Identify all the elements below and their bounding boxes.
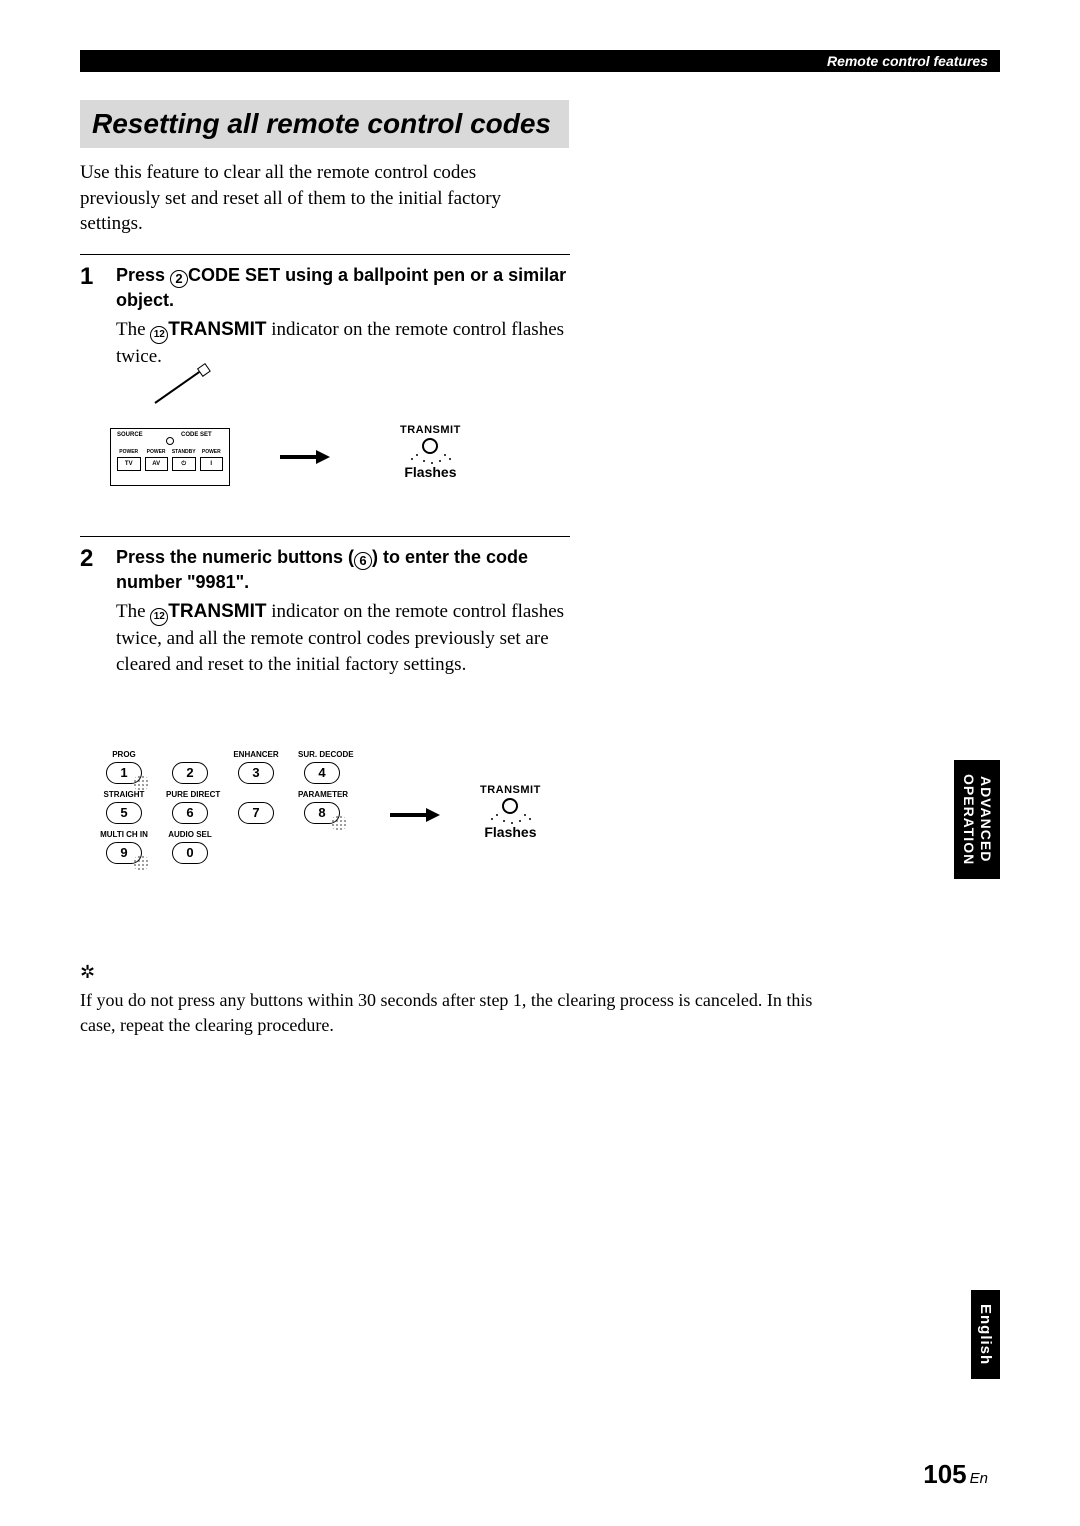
- step-desc: The 12TRANSMIT indicator on the remote c…: [116, 317, 570, 370]
- keypad-row-1: PROG1 2 ENHANCER3 SUR. DECODE4: [100, 750, 360, 784]
- step-2: 2 Press the numeric buttons (6) to enter…: [80, 536, 570, 678]
- ref-circle-6: 6: [354, 552, 372, 570]
- key-3: 3: [238, 762, 274, 784]
- codeset-label: CODE SET: [181, 432, 212, 438]
- page-num-value: 105: [923, 1459, 966, 1489]
- step-head-pre: Press the numeric buttons (: [116, 547, 354, 567]
- btn-power-icon: I: [200, 457, 224, 471]
- key-9: 9: [106, 842, 142, 864]
- side-tab-line1: ADVANCED: [978, 776, 994, 862]
- figure-1: SOURCE CODE SET POWER POWER STANDBY POWE…: [110, 408, 490, 498]
- key-2: 2: [172, 762, 208, 784]
- transmit-label: TRANSMIT: [168, 319, 266, 340]
- pen-icon: [154, 368, 204, 404]
- figure-2: PROG1 2 ENHANCER3 SUR. DECODE4 STRAIGHT5…: [100, 750, 590, 910]
- page-num-suffix: En: [970, 1470, 988, 1487]
- step-number: 2: [80, 545, 116, 678]
- transmit-indicator: TRANSMIT Flashes: [480, 784, 541, 840]
- numeric-keypad: PROG1 2 ENHANCER3 SUR. DECODE4 STRAIGHT5…: [100, 750, 360, 870]
- section-title: Resetting all remote control codes: [80, 100, 569, 148]
- intro-paragraph: Use this feature to clear all the remote…: [80, 160, 560, 237]
- page-number: 105En: [923, 1459, 988, 1490]
- key-0: 0: [172, 842, 208, 864]
- arrow-icon: [280, 450, 330, 464]
- remote-btn-row: TV AV ⏻ I: [117, 457, 223, 471]
- transmit-text: TRANSMIT: [400, 424, 461, 436]
- step-rule: [80, 254, 570, 255]
- keypad-row-2: STRAIGHT5 PURE DIRECT6 7 PARAMETER8: [100, 790, 360, 824]
- remote-top-diagram: SOURCE CODE SET POWER POWER STANDBY POWE…: [110, 428, 230, 486]
- tip-icon: ✲: [80, 960, 820, 984]
- step-rule: [80, 536, 570, 537]
- tip-block: ✲ If you do not press any buttons within…: [80, 960, 820, 1037]
- side-tab-advanced: ADVANCED OPERATION: [954, 760, 1000, 879]
- step-number: 1: [80, 263, 116, 370]
- ref-circle-12: 12: [150, 608, 168, 626]
- btn-standby-icon: ⏻: [172, 457, 196, 471]
- ref-circle-12: 12: [150, 326, 168, 344]
- btn-tv: TV: [117, 457, 141, 471]
- transmit-label: TRANSMIT: [168, 601, 266, 622]
- side-tab-line2: OPERATION: [961, 774, 977, 865]
- transmit-text: TRANSMIT: [480, 784, 541, 796]
- flashes-label: Flashes: [480, 824, 541, 840]
- key-4: 4: [304, 762, 340, 784]
- transmit-indicator: TRANSMIT Flashes: [400, 424, 461, 480]
- desc-pre: The: [116, 319, 150, 340]
- code-set-label: CODE SET: [188, 265, 280, 285]
- remote-btn-labels: POWER POWER STANDBY POWER: [117, 449, 223, 455]
- header-section: Remote control features: [827, 53, 988, 69]
- keypad-row-3: MULTI CH IN9 AUDIO SEL0: [100, 830, 360, 864]
- transmit-led-icon: [422, 438, 438, 454]
- key-8: 8: [304, 802, 340, 824]
- key-6: 6: [172, 802, 208, 824]
- flashes-label: Flashes: [400, 464, 461, 480]
- side-tab-english: English: [971, 1290, 1000, 1379]
- ref-circle-2: 2: [170, 270, 188, 288]
- step-heading: Press the numeric buttons (6) to enter t…: [116, 545, 570, 595]
- step-desc: The 12TRANSMIT indicator on the remote c…: [116, 599, 570, 677]
- transmit-led-icon: [502, 798, 518, 814]
- step-1: 1 Press 2CODE SET using a ballpoint pen …: [80, 254, 570, 370]
- arrow-icon: [390, 808, 440, 822]
- key-7: 7: [238, 802, 274, 824]
- header-bar: Remote control features: [80, 50, 1000, 72]
- step-head-pre: Press: [116, 265, 170, 285]
- key-1: 1: [106, 762, 142, 784]
- key-5: 5: [106, 802, 142, 824]
- codeset-hole: [166, 437, 174, 445]
- source-label: SOURCE: [117, 432, 143, 438]
- desc-pre: The: [116, 601, 150, 622]
- tip-text: If you do not press any buttons within 3…: [80, 988, 820, 1037]
- step-heading: Press 2CODE SET using a ballpoint pen or…: [116, 263, 570, 313]
- btn-av: AV: [145, 457, 169, 471]
